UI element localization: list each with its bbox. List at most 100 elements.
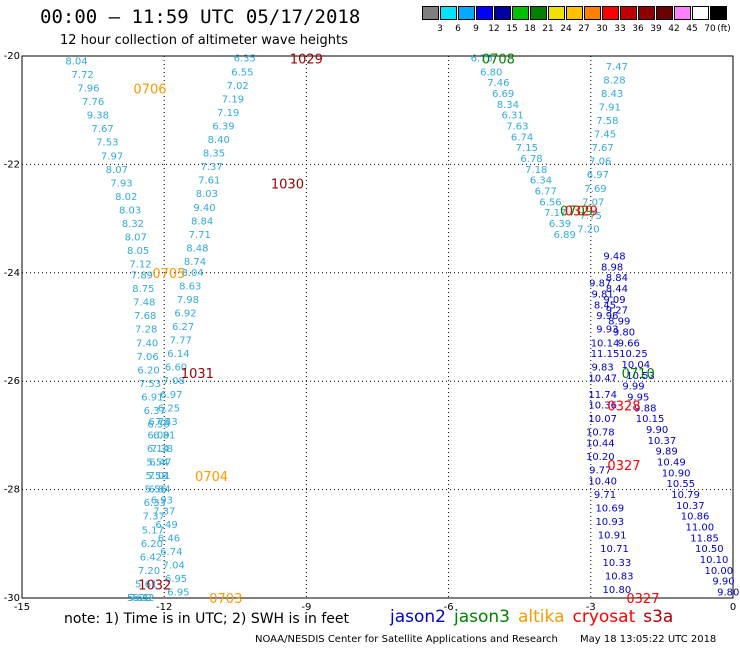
data-point-label: 8.48	[186, 243, 208, 254]
pass-id-label: 0705	[152, 267, 185, 282]
data-point-label: 6.20	[137, 365, 159, 376]
color-scale-label: 21	[542, 24, 554, 34]
x-tick-label: -3	[586, 602, 596, 613]
data-point-label: 8.32	[122, 219, 144, 230]
color-swatch	[620, 6, 637, 20]
data-point-label: 10.04	[622, 360, 651, 371]
color-swatch	[530, 6, 547, 20]
data-point-label: 8.03	[196, 189, 218, 200]
pass-id-label: 1032	[138, 578, 171, 593]
data-point-label: 10.00	[704, 566, 733, 577]
data-point-label: 9.71	[594, 490, 616, 501]
data-point-label: 10.15	[636, 414, 665, 425]
data-point-label: 7.67	[592, 143, 614, 154]
data-point-label: 10.80	[603, 585, 632, 596]
data-point-label: 8.05	[127, 246, 149, 257]
data-point-label: 6.34	[530, 176, 552, 187]
credit-text: NOAA/NESDIS Center for Satellite Applica…	[255, 634, 558, 645]
data-point-label: 7.58	[596, 116, 618, 127]
data-point-label: 6.37	[144, 406, 166, 417]
pass-id-label: 0703	[209, 592, 242, 607]
y-tick-label: -28	[4, 485, 20, 496]
data-point-label: 6.25	[158, 403, 180, 414]
color-scale-label: 3	[437, 24, 443, 34]
data-point-label: 10.69	[595, 504, 624, 515]
data-point-label: 7.40	[136, 338, 158, 349]
pass-id-label: 0706	[133, 83, 166, 98]
data-point-label: 10.33	[603, 558, 632, 569]
data-point-label: 6.20	[141, 539, 163, 550]
data-point-label: 6.92	[174, 308, 196, 319]
data-point-label: 6.97	[160, 390, 182, 401]
color-swatch	[566, 6, 583, 20]
data-point-label: 9.27	[606, 306, 628, 317]
data-point-label: 6.78	[520, 154, 542, 165]
data-point-label: 6.42	[140, 552, 162, 563]
data-point-label: 10.37	[676, 501, 705, 512]
data-point-label: 7.69	[584, 184, 606, 195]
data-point-label: 7.17	[544, 208, 566, 219]
data-point-label: 10.90	[662, 468, 691, 479]
data-point-label: 6.77	[535, 187, 557, 198]
data-point-label: 10.83	[605, 571, 634, 582]
data-point-label: 6.09	[147, 430, 169, 441]
data-point-label: 8.40	[208, 135, 230, 146]
data-point-label: 10.14	[591, 338, 620, 349]
data-point-label: 6.74	[511, 132, 533, 143]
data-point-label: 9.40	[193, 203, 215, 214]
data-point-label: 9.89	[656, 447, 678, 458]
data-point-label: 6.14	[147, 444, 169, 455]
data-point-label: 6.97	[587, 170, 609, 181]
data-point-label: 5.54	[146, 458, 168, 469]
pass-id-label: 0709	[560, 204, 593, 219]
data-point-label: 7.72	[72, 70, 94, 81]
color-swatch	[494, 6, 511, 20]
color-swatch	[512, 6, 529, 20]
data-point-label: 11.00	[685, 523, 714, 534]
data-point-label: 11.15	[591, 349, 620, 360]
pass-id-label: 0704	[195, 470, 228, 485]
data-point-label: 7.91	[599, 102, 621, 113]
pass-id-label: 1029	[290, 53, 323, 68]
data-point-label: 7.38	[151, 444, 173, 455]
pass-id-label: 0710	[622, 367, 655, 382]
data-point-label: 7.68	[134, 311, 156, 322]
data-point-label: 9.96	[596, 311, 618, 322]
data-point-label: 9.87	[589, 279, 611, 290]
color-scale-label: 12	[488, 24, 500, 34]
data-point-label: 10.79	[671, 490, 700, 501]
data-point-label: 10.07	[588, 414, 617, 425]
color-swatch	[476, 6, 493, 20]
data-point-label: 7.19	[217, 108, 239, 119]
color-swatch	[638, 6, 655, 20]
data-point-label: 5.17	[142, 525, 164, 536]
data-point-label: 8.07	[125, 233, 147, 244]
chart-subtitle: 12 hour collection of altimeter wave hei…	[60, 33, 348, 48]
data-point-label: 8.28	[603, 75, 625, 86]
data-point-label: 7.20	[129, 593, 151, 604]
data-point-label: 6.69	[492, 89, 514, 100]
generated-timestamp: May 18 13:05:22 UTC 2018	[580, 634, 717, 645]
color-swatch	[602, 6, 619, 20]
color-scale-label: 27	[578, 24, 590, 34]
data-point-label: 7.08	[163, 376, 185, 387]
data-point-label: 8.75	[132, 284, 154, 295]
data-point-label: 7.19	[222, 94, 244, 105]
y-tick-label: -24	[4, 268, 20, 279]
legend-entry: jason2	[390, 607, 446, 627]
data-point-label: 9.90	[712, 577, 734, 588]
data-point-label: 8.04	[182, 268, 204, 279]
color-scale-label: 45	[686, 24, 698, 34]
data-point-label: 10.44	[586, 439, 615, 450]
data-point-label: 9.95	[627, 392, 649, 403]
data-point-label: 10.71	[600, 544, 629, 555]
color-swatch	[710, 6, 727, 20]
y-tick-label: -22	[4, 159, 20, 170]
data-point-label: 7.04	[163, 560, 185, 571]
data-point-label: 10.93	[595, 517, 624, 528]
data-point-label: 7.37	[200, 162, 222, 173]
data-point-label: 8.84	[191, 216, 213, 227]
data-point-label: 7.47	[606, 62, 628, 73]
data-point-label: 6.31	[501, 111, 523, 122]
color-scale-label: 70	[704, 24, 716, 34]
